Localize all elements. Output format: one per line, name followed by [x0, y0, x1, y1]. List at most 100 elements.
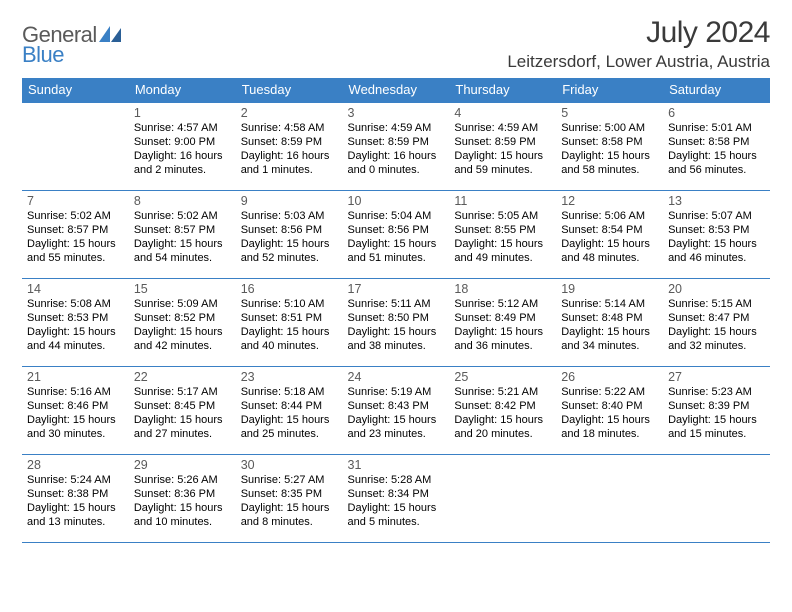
daylight-line: Daylight: 15 hours: [454, 149, 551, 163]
daylight-line: and 30 minutes.: [27, 427, 124, 441]
empty-cell: [449, 454, 556, 542]
day-number: 25: [454, 370, 551, 384]
sunrise-line: Sunrise: 5:08 AM: [27, 297, 124, 311]
sunset-line: Sunset: 8:56 PM: [241, 223, 338, 237]
daylight-line: Daylight: 15 hours: [241, 501, 338, 515]
sunrise-line: Sunrise: 5:04 AM: [348, 209, 445, 223]
daylight-line: Daylight: 15 hours: [454, 237, 551, 251]
daylight-line: and 49 minutes.: [454, 251, 551, 265]
day-cell-2: 2Sunrise: 4:58 AMSunset: 8:59 PMDaylight…: [236, 102, 343, 190]
sunrise-line: Sunrise: 5:01 AM: [668, 121, 765, 135]
sunset-line: Sunset: 8:46 PM: [27, 399, 124, 413]
day-cell-8: 8Sunrise: 5:02 AMSunset: 8:57 PMDaylight…: [129, 190, 236, 278]
day-number: 27: [668, 370, 765, 384]
sunset-line: Sunset: 8:49 PM: [454, 311, 551, 325]
title-block: July 2024 Leitzersdorf, Lower Austria, A…: [507, 16, 770, 72]
logo-text: General Blue: [22, 22, 121, 68]
sunrise-line: Sunrise: 5:27 AM: [241, 473, 338, 487]
day-number: 3: [348, 106, 445, 120]
day-number: 2: [241, 106, 338, 120]
daylight-line: and 52 minutes.: [241, 251, 338, 265]
daylight-line: and 46 minutes.: [668, 251, 765, 265]
sunset-line: Sunset: 8:39 PM: [668, 399, 765, 413]
day-number: 22: [134, 370, 231, 384]
sunset-line: Sunset: 8:57 PM: [134, 223, 231, 237]
daylight-line: Daylight: 15 hours: [668, 237, 765, 251]
weekday-sunday: Sunday: [22, 78, 129, 102]
daylight-line: and 44 minutes.: [27, 339, 124, 353]
daylight-line: Daylight: 15 hours: [134, 413, 231, 427]
daylight-line: and 1 minutes.: [241, 163, 338, 177]
day-number: 26: [561, 370, 658, 384]
day-number: 24: [348, 370, 445, 384]
day-number: 14: [27, 282, 124, 296]
daylight-line: and 55 minutes.: [27, 251, 124, 265]
sunset-line: Sunset: 8:59 PM: [454, 135, 551, 149]
daylight-line: Daylight: 15 hours: [668, 325, 765, 339]
daylight-line: Daylight: 15 hours: [134, 325, 231, 339]
sunrise-line: Sunrise: 4:59 AM: [454, 121, 551, 135]
sunset-line: Sunset: 8:52 PM: [134, 311, 231, 325]
sunset-line: Sunset: 8:59 PM: [241, 135, 338, 149]
day-cell-16: 16Sunrise: 5:10 AMSunset: 8:51 PMDayligh…: [236, 278, 343, 366]
weekday-wednesday: Wednesday: [343, 78, 450, 102]
day-number: 7: [27, 194, 124, 208]
day-cell-20: 20Sunrise: 5:15 AMSunset: 8:47 PMDayligh…: [663, 278, 770, 366]
daylight-line: Daylight: 15 hours: [454, 413, 551, 427]
day-number: 19: [561, 282, 658, 296]
daylight-line: and 18 minutes.: [561, 427, 658, 441]
daylight-line: Daylight: 16 hours: [348, 149, 445, 163]
day-cell-13: 13Sunrise: 5:07 AMSunset: 8:53 PMDayligh…: [663, 190, 770, 278]
weekday-thursday: Thursday: [449, 78, 556, 102]
weekday-tuesday: Tuesday: [236, 78, 343, 102]
sunrise-line: Sunrise: 5:23 AM: [668, 385, 765, 399]
daylight-line: and 58 minutes.: [561, 163, 658, 177]
daylight-line: Daylight: 15 hours: [348, 501, 445, 515]
sunset-line: Sunset: 8:35 PM: [241, 487, 338, 501]
day-cell-25: 25Sunrise: 5:21 AMSunset: 8:42 PMDayligh…: [449, 366, 556, 454]
day-cell-9: 9Sunrise: 5:03 AMSunset: 8:56 PMDaylight…: [236, 190, 343, 278]
sunrise-line: Sunrise: 5:12 AM: [454, 297, 551, 311]
logo: General Blue: [22, 16, 121, 68]
sunrise-line: Sunrise: 5:18 AM: [241, 385, 338, 399]
sunrise-line: Sunrise: 5:00 AM: [561, 121, 658, 135]
sunrise-line: Sunrise: 5:06 AM: [561, 209, 658, 223]
sunrise-line: Sunrise: 5:21 AM: [454, 385, 551, 399]
sunrise-line: Sunrise: 5:17 AM: [134, 385, 231, 399]
daylight-line: Daylight: 16 hours: [241, 149, 338, 163]
sunset-line: Sunset: 8:59 PM: [348, 135, 445, 149]
daylight-line: and 20 minutes.: [454, 427, 551, 441]
day-cell-21: 21Sunrise: 5:16 AMSunset: 8:46 PMDayligh…: [22, 366, 129, 454]
weekday-friday: Friday: [556, 78, 663, 102]
empty-cell: [663, 454, 770, 542]
sunrise-line: Sunrise: 5:03 AM: [241, 209, 338, 223]
daylight-line: Daylight: 15 hours: [561, 237, 658, 251]
sunset-line: Sunset: 8:44 PM: [241, 399, 338, 413]
daylight-line: Daylight: 15 hours: [27, 325, 124, 339]
daylight-line: Daylight: 15 hours: [561, 149, 658, 163]
calendar-row: 1Sunrise: 4:57 AMSunset: 9:00 PMDaylight…: [22, 102, 770, 190]
daylight-line: and 27 minutes.: [134, 427, 231, 441]
sunrise-line: Sunrise: 5:09 AM: [134, 297, 231, 311]
sunset-line: Sunset: 8:53 PM: [668, 223, 765, 237]
sunset-line: Sunset: 8:38 PM: [27, 487, 124, 501]
day-number: 29: [134, 458, 231, 472]
calendar-row: 28Sunrise: 5:24 AMSunset: 8:38 PMDayligh…: [22, 454, 770, 542]
sunrise-line: Sunrise: 5:11 AM: [348, 297, 445, 311]
calendar-row: 14Sunrise: 5:08 AMSunset: 8:53 PMDayligh…: [22, 278, 770, 366]
weekday-row: SundayMondayTuesdayWednesdayThursdayFrid…: [22, 78, 770, 102]
day-cell-22: 22Sunrise: 5:17 AMSunset: 8:45 PMDayligh…: [129, 366, 236, 454]
sunset-line: Sunset: 8:42 PM: [454, 399, 551, 413]
sunset-line: Sunset: 9:00 PM: [134, 135, 231, 149]
daylight-line: and 51 minutes.: [348, 251, 445, 265]
daylight-line: and 38 minutes.: [348, 339, 445, 353]
logo-word-blue: Blue: [22, 42, 64, 67]
sunrise-line: Sunrise: 5:16 AM: [27, 385, 124, 399]
daylight-line: and 56 minutes.: [668, 163, 765, 177]
daylight-line: Daylight: 15 hours: [134, 501, 231, 515]
day-cell-23: 23Sunrise: 5:18 AMSunset: 8:44 PMDayligh…: [236, 366, 343, 454]
daylight-line: Daylight: 15 hours: [668, 149, 765, 163]
day-cell-27: 27Sunrise: 5:23 AMSunset: 8:39 PMDayligh…: [663, 366, 770, 454]
daylight-line: and 10 minutes.: [134, 515, 231, 529]
day-number: 11: [454, 194, 551, 208]
